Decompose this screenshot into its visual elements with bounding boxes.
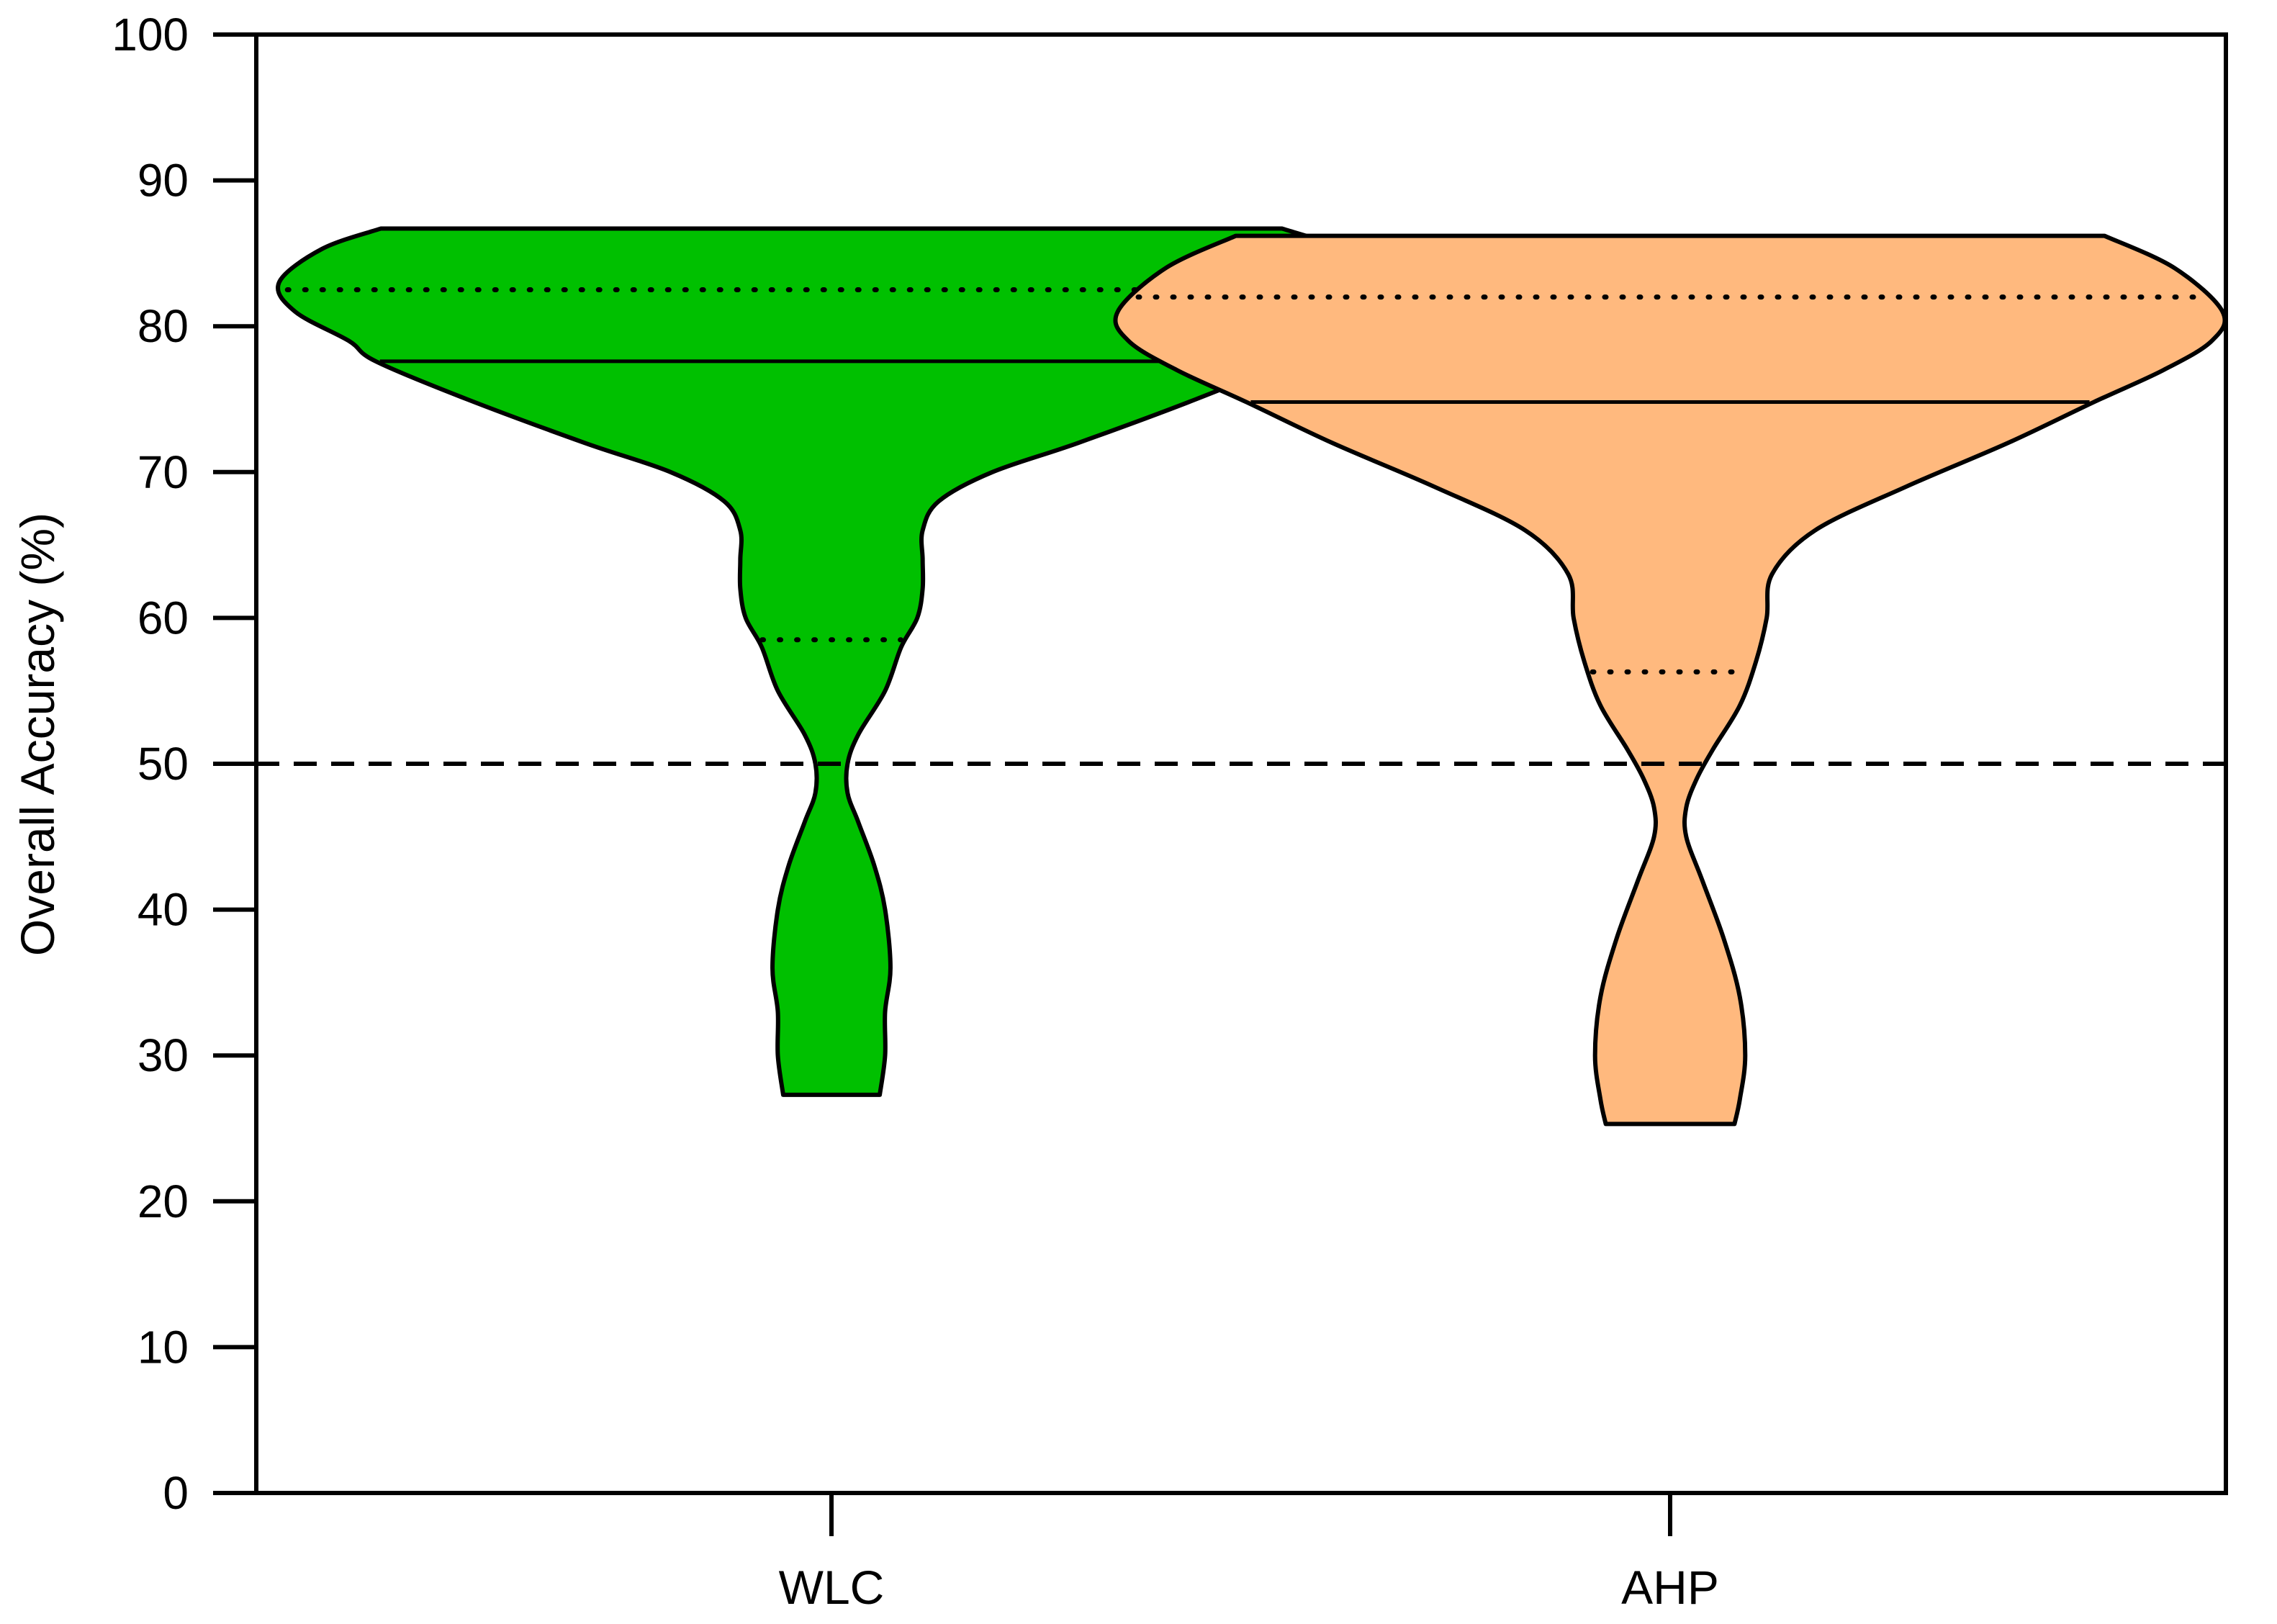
y-tick-label: 90 — [137, 155, 189, 207]
violins-layer — [276, 226, 2227, 1127]
violin-wlc — [276, 226, 1387, 1097]
y-tick-label: 60 — [137, 592, 189, 644]
y-axis: 0 10 20 30 40 50 60 70 80 90 100 — [112, 9, 256, 1519]
x-tick-label-wlc: WLC — [779, 1561, 885, 1614]
y-tick-label: 30 — [137, 1029, 189, 1081]
y-tick-label: 40 — [137, 884, 189, 936]
y-tick-label: 50 — [137, 738, 189, 790]
y-tick-label: 0 — [163, 1467, 189, 1519]
y-tick-label: 100 — [112, 9, 189, 60]
x-tick-label-ahp: AHP — [1621, 1561, 1719, 1614]
y-tick-label: 10 — [137, 1321, 189, 1373]
y-tick-label: 20 — [137, 1176, 189, 1227]
x-axis: WLC AHP — [779, 1493, 1719, 1614]
y-axis-label: Overall Accuracy (%) — [11, 513, 64, 956]
y-tick-label: 70 — [137, 446, 189, 498]
y-tick-label: 80 — [137, 300, 189, 352]
violin-ahp — [1113, 233, 2227, 1127]
